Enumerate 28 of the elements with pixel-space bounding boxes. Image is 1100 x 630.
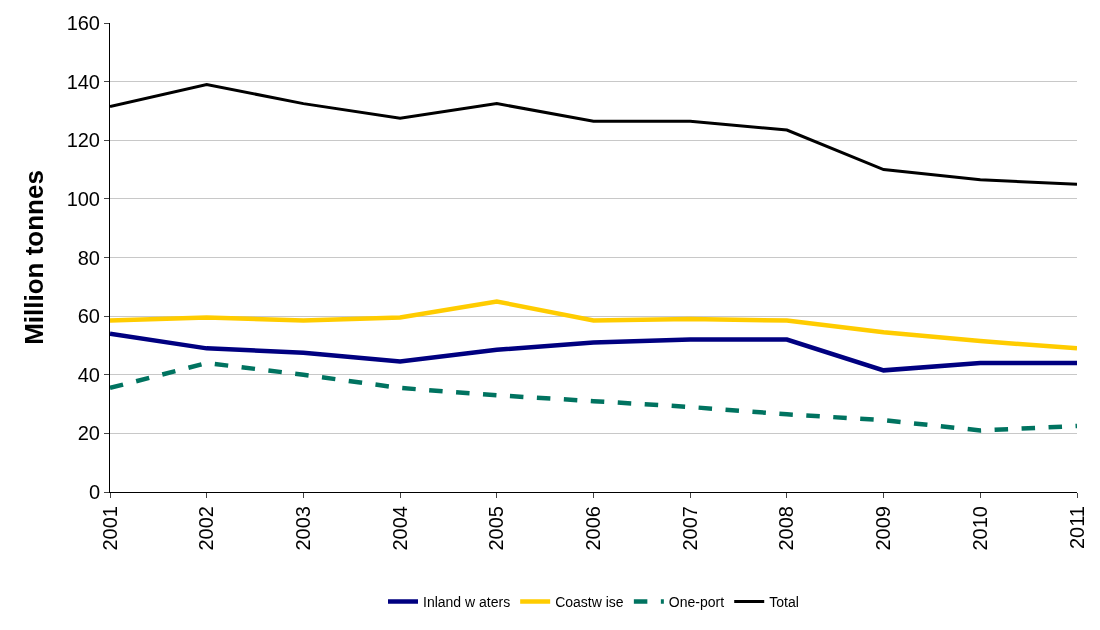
x-tick-label: 2011	[1065, 506, 1088, 550]
legend-label: Inland w aters	[423, 593, 511, 610]
legend-label: Coastw ise	[555, 593, 624, 610]
y-tick-label: 40	[77, 363, 100, 386]
line-series	[110, 299, 1077, 351]
line-series	[110, 360, 1077, 433]
y-tick-label: 160	[66, 12, 100, 34]
line-series	[110, 331, 1077, 373]
x-tick-label: 2006	[582, 506, 604, 551]
y-tick-label: 120	[66, 129, 100, 152]
x-tick-label: 2005	[485, 506, 508, 551]
y-tick-label: 20	[77, 422, 100, 445]
y-tick-label: 100	[66, 187, 100, 210]
x-tick-label: 2007	[678, 506, 701, 551]
x-tick-label: 2010	[968, 506, 991, 551]
x-tick-label: 2001	[98, 506, 121, 551]
legend-label: Total	[769, 593, 799, 610]
y-tick-label: 80	[77, 246, 100, 269]
x-tick-label: 2009	[872, 506, 895, 551]
y-axis-title: Million tonnes	[19, 170, 50, 345]
y-tick-label: 140	[66, 70, 100, 93]
x-tick-label: 2002	[195, 506, 218, 551]
x-tick-label: 2004	[388, 506, 411, 551]
x-tick-label: 2003	[291, 506, 314, 551]
x-tick-label: 2008	[775, 506, 798, 551]
legend-label: One-port	[668, 593, 725, 610]
y-tick-label: 60	[77, 305, 100, 328]
y-tick-label: 0	[88, 481, 100, 503]
